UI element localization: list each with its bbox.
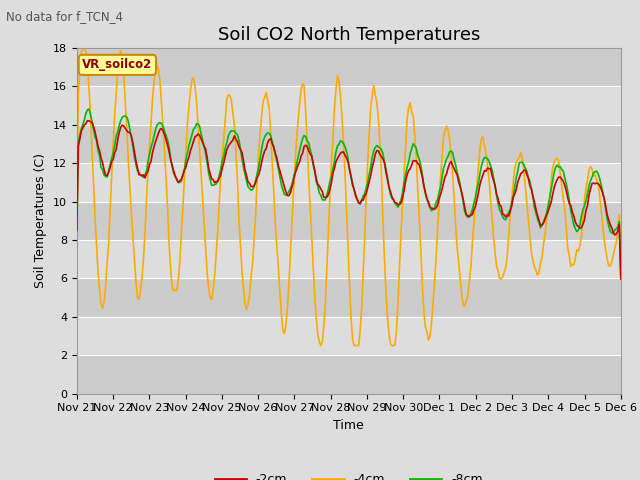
Text: No data for f_TCN_4: No data for f_TCN_4 bbox=[6, 10, 124, 23]
Bar bbox=[77, 48, 621, 86]
X-axis label: Time: Time bbox=[333, 419, 364, 432]
Y-axis label: Soil Temperatures (C): Soil Temperatures (C) bbox=[35, 153, 47, 288]
Bar bbox=[77, 355, 621, 394]
Bar bbox=[77, 278, 621, 317]
Title: Soil CO2 North Temperatures: Soil CO2 North Temperatures bbox=[218, 25, 480, 44]
Bar bbox=[77, 202, 621, 240]
Legend: -2cm, -4cm, -8cm: -2cm, -4cm, -8cm bbox=[210, 468, 488, 480]
Text: VR_soilco2: VR_soilco2 bbox=[82, 59, 152, 72]
Bar bbox=[77, 125, 621, 163]
